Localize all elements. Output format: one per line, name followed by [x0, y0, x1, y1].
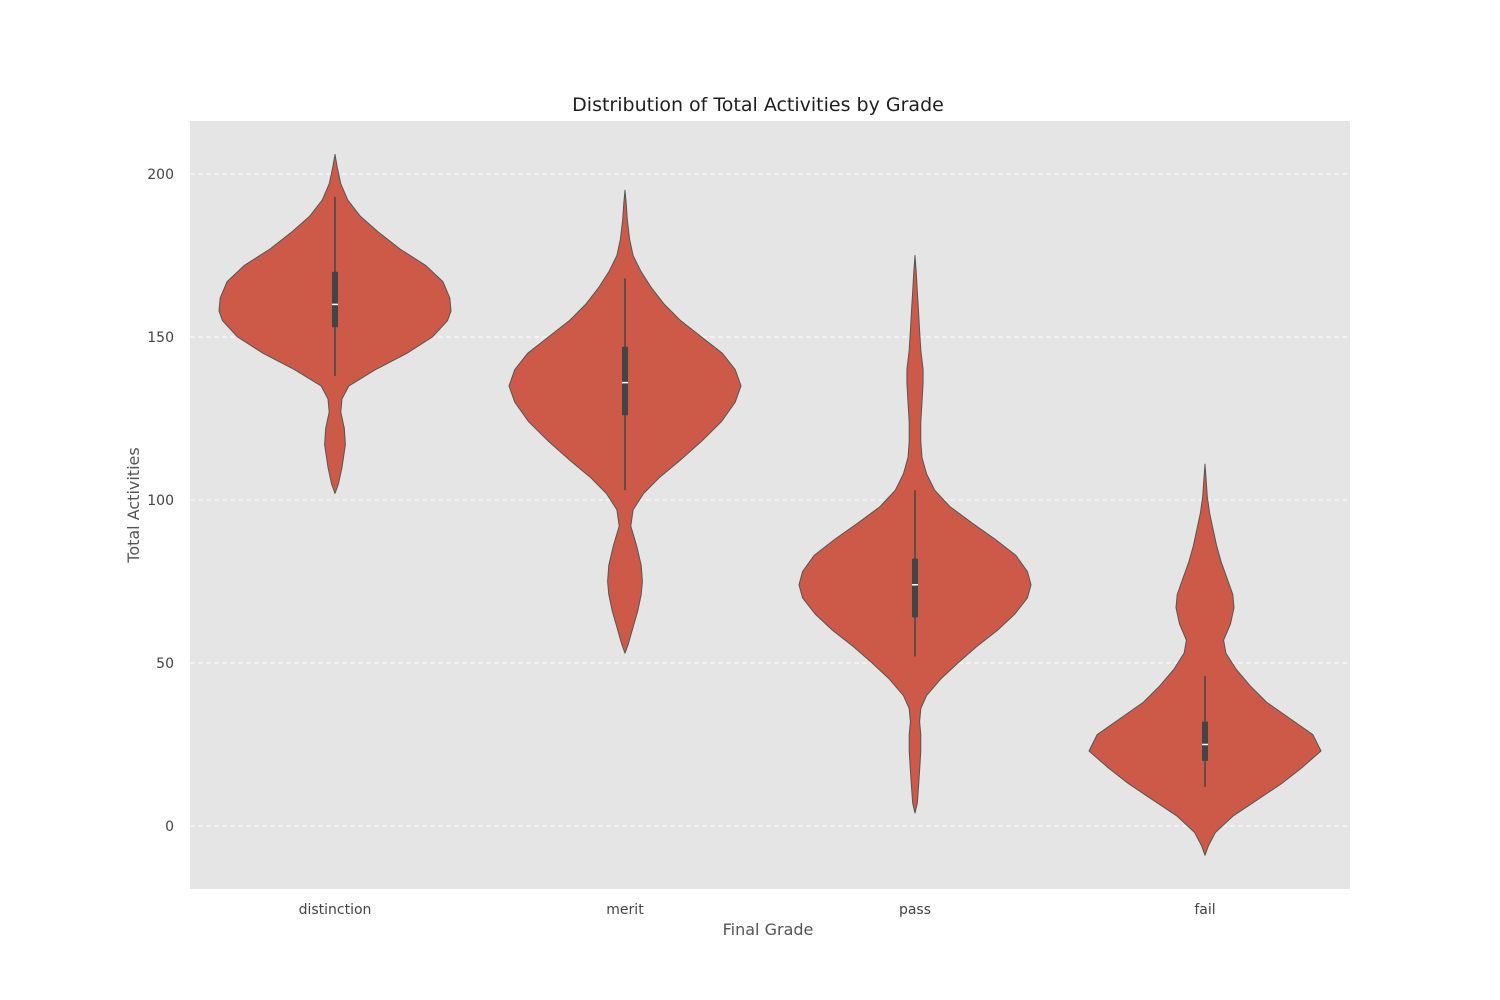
chart-title: Distribution of Total Activities by Grad… — [572, 94, 944, 116]
violin-iqr-box — [1202, 721, 1208, 761]
violin-group — [798, 255, 1032, 814]
violin-iqr-box — [622, 346, 628, 416]
y-axis-ticks: 0 50 100 150 200 — [147, 167, 174, 835]
violin-group — [218, 153, 452, 494]
y-axis-label: Total Activities — [124, 447, 143, 563]
y-tick-label: 50 — [156, 656, 174, 672]
violins — [218, 153, 1322, 856]
violin-iqr-box — [332, 271, 338, 328]
x-axis-ticks: distinction merit pass fail — [299, 902, 1216, 918]
x-tick-label: pass — [899, 902, 931, 918]
x-tick-label: merit — [606, 902, 644, 918]
x-axis-label: Final Grade — [723, 920, 814, 939]
y-tick-label: 0 — [165, 819, 174, 835]
y-tick-label: 200 — [147, 167, 174, 183]
x-tick-label: distinction — [299, 902, 372, 918]
violin-fail — [1088, 463, 1322, 856]
x-tick-label: fail — [1194, 902, 1215, 918]
violin-group — [508, 189, 742, 654]
y-tick-label: 150 — [147, 330, 174, 346]
violin-group — [1088, 463, 1322, 856]
violin-iqr-box — [912, 558, 918, 618]
y-tick-label: 100 — [147, 493, 174, 509]
